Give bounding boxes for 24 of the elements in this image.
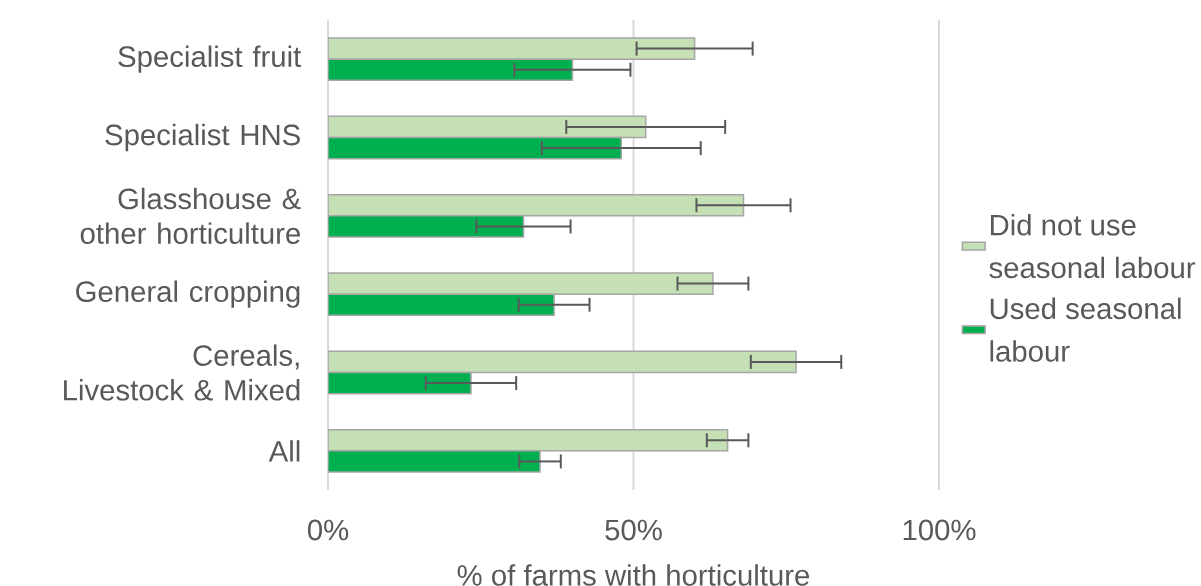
bar: [328, 450, 541, 473]
x-tick-label: 0%: [307, 519, 349, 541]
legend-label: Did not use seasonal labour: [989, 214, 1196, 279]
bar: [328, 272, 714, 295]
y-tick-label: Cereals, Livestock & Mixed: [64, 344, 300, 401]
x-tick-label: 50%: [605, 519, 662, 541]
y-tick-label: Specialist HNS: [105, 123, 300, 152]
bar: [328, 37, 696, 60]
legend-label: Used seasonal labour: [990, 297, 1181, 362]
y-tick-label: All: [268, 440, 300, 462]
y-tick-label: General cropping: [76, 280, 300, 308]
y-tick-label: Glasshouse & other horticulture: [80, 187, 301, 244]
bar: [328, 371, 472, 395]
y-tick-label: Specialist fruit: [118, 45, 302, 73]
x-tick-label: 100%: [903, 519, 976, 541]
bar: [328, 58, 574, 82]
bar: [328, 293, 555, 317]
x-axis-title: % of farms with horticulture: [457, 564, 810, 586]
bar: [328, 215, 525, 238]
bar: [328, 193, 745, 217]
bar: [328, 136, 623, 160]
bar: [328, 350, 797, 374]
bar: [328, 428, 729, 452]
bar: [328, 115, 647, 139]
